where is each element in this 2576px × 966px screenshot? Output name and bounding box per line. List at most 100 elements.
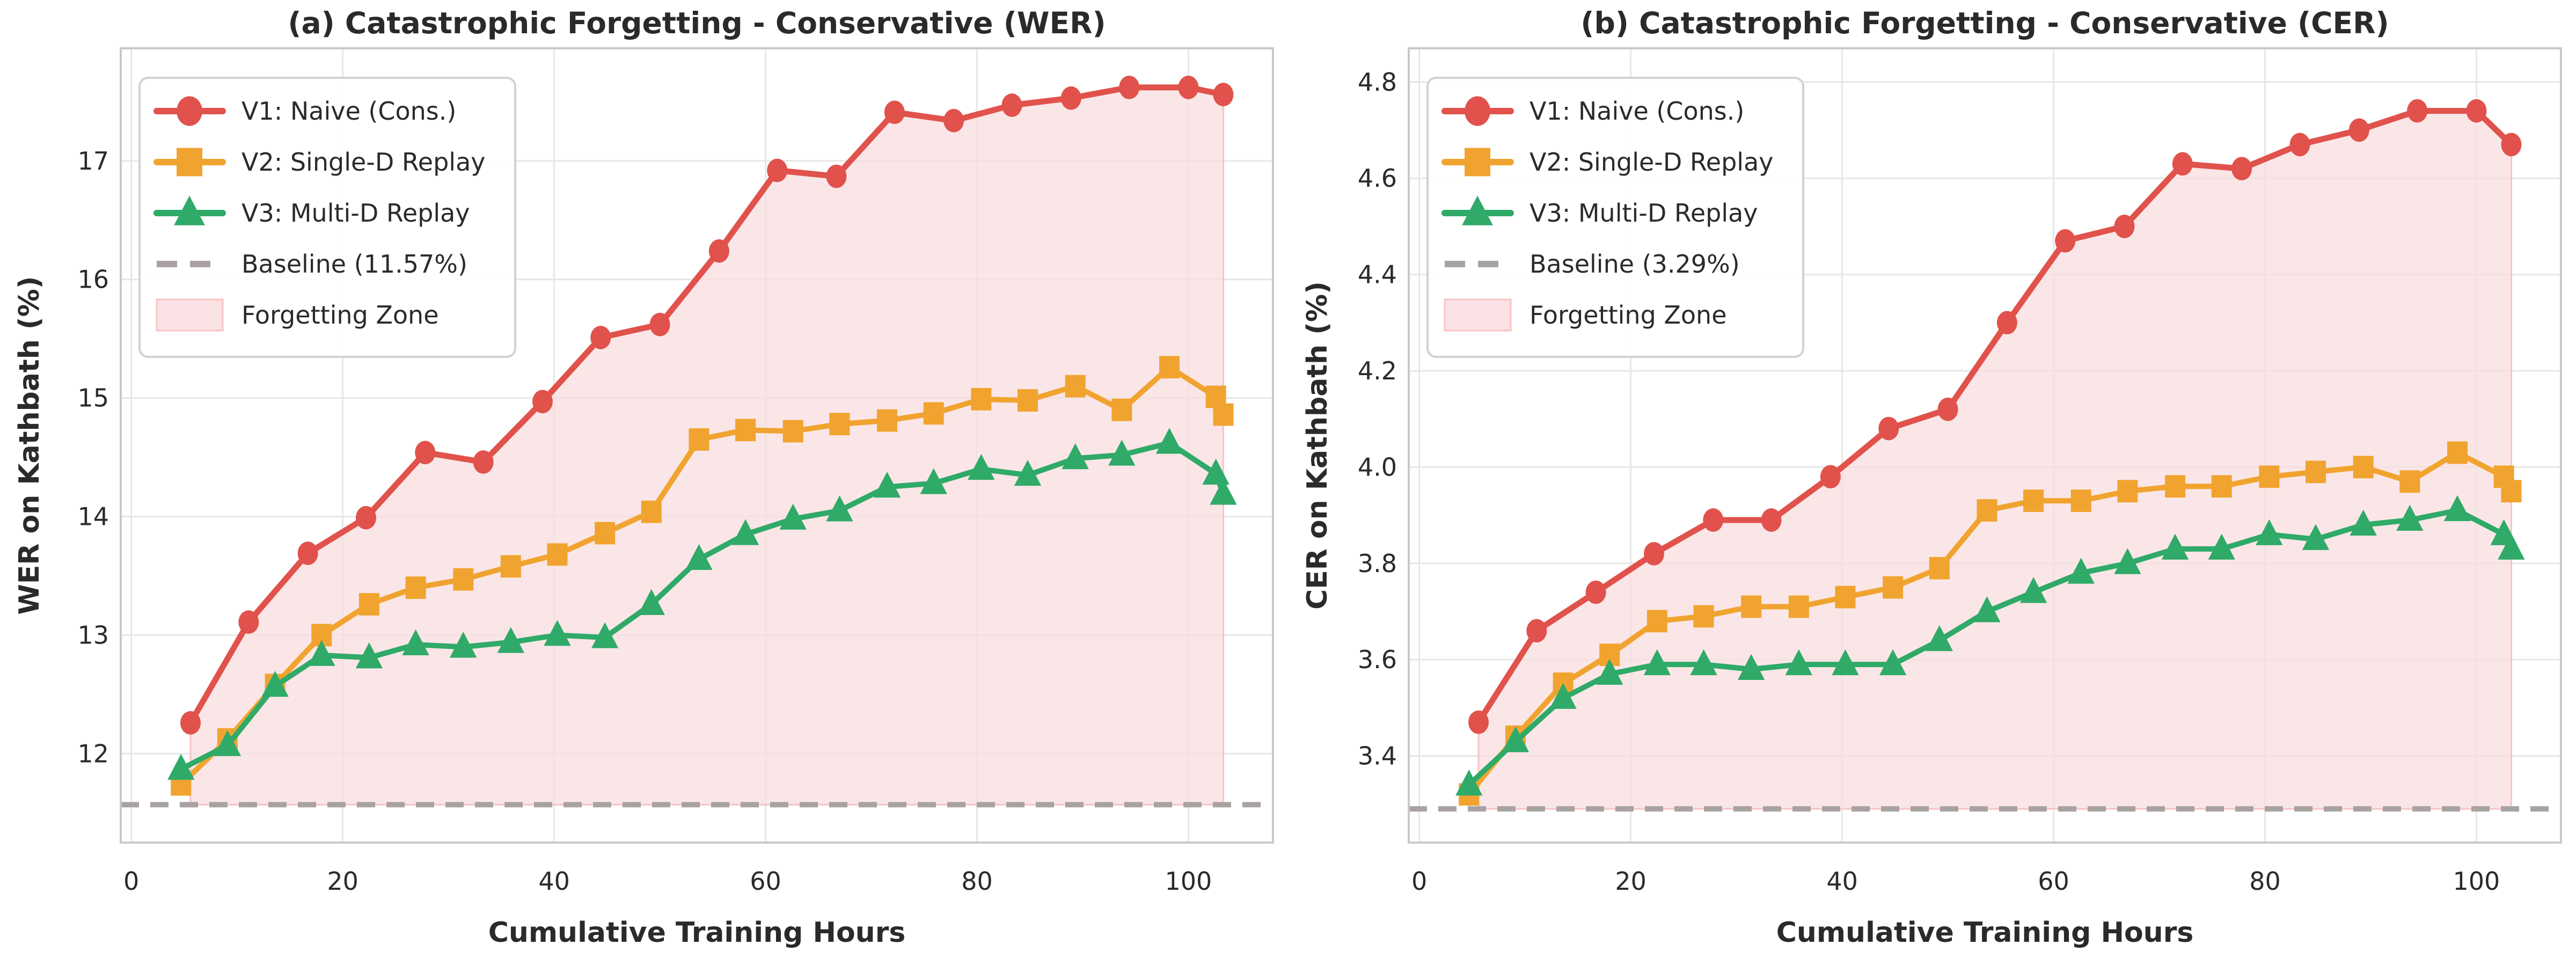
data-point-marker (2399, 470, 2420, 493)
legend-entry: V3: Multi-D Replay (1441, 195, 1758, 228)
data-point-marker (2259, 465, 2280, 488)
y-tick-label: 4.6 (1358, 164, 1397, 193)
data-point-marker (2114, 548, 2141, 574)
x-tick-label: 80 (961, 867, 993, 896)
data-point-marker (2055, 229, 2076, 253)
data-point-marker (943, 108, 964, 133)
data-point-marker (2302, 524, 2330, 550)
data-point-marker (2019, 577, 2047, 603)
data-point-marker (884, 100, 905, 125)
legend-entry: V1: Naive (Cons.) (1441, 96, 1744, 126)
data-point-marker (1210, 479, 1237, 505)
y-tick-label: 17 (77, 147, 109, 175)
data-point-marker (1878, 416, 1899, 441)
y-tick-label: 3.6 (1358, 645, 1397, 674)
legend-entry: Forgetting Zone (1444, 298, 1727, 332)
data-point-marker (1690, 649, 1717, 676)
data-point-marker (1643, 541, 1664, 566)
x-tick-label: 40 (1826, 867, 1858, 896)
series-triangle (167, 428, 1237, 780)
data-point-marker (355, 506, 376, 530)
legend: V1: Naive (Cons.) V2: Single-D Replay V3: … (138, 77, 516, 358)
y-tick-label: 4.0 (1358, 452, 1397, 481)
data-point-marker (649, 312, 670, 336)
data-point-marker (1761, 508, 1782, 532)
data-point-marker (449, 632, 477, 658)
data-point-marker (2161, 533, 2189, 560)
data-point-marker (238, 610, 259, 634)
legend-square-marker (177, 148, 202, 177)
data-point-marker (1703, 508, 1724, 532)
legend-triangle-marker (1462, 195, 1493, 225)
data-point-marker (1737, 654, 1765, 680)
wer-chart-svg: 0 20 40 60 80 100 12 13 14 15 16 17 Cumulative Train… (13, 6, 1274, 949)
data-point-marker (1468, 710, 1489, 734)
data-point-marker (767, 158, 788, 182)
data-point-marker (641, 500, 662, 523)
data-point-marker (1502, 726, 1529, 752)
data-point-marker (689, 428, 709, 451)
data-point-marker (731, 519, 759, 545)
data-point-marker (1832, 649, 1859, 676)
legend-label: V1: Naive (Cons.) (1529, 97, 1744, 126)
series-circle (180, 76, 1234, 735)
data-point-marker (1119, 76, 1140, 99)
cer-chart-svg: 0 20 40 60 80 100 3.4 3.6 3.8 4.0 4.2 4.4 4.6 4.8 Cumu… (1288, 0, 2576, 966)
data-point-marker (1155, 428, 1183, 454)
legend-label: Baseline (3.29%) (1529, 250, 1740, 279)
data-point-marker (1820, 465, 1841, 489)
data-point-marker (923, 402, 944, 425)
series-circle (1468, 99, 2522, 734)
series-line (178, 440, 1226, 772)
data-point-marker (782, 420, 803, 443)
x-tick-label: 100 (1165, 867, 1212, 896)
series-triangle (1455, 495, 2525, 796)
data-point-marker (2070, 489, 2091, 513)
data-point-marker (1596, 658, 1623, 685)
x-axis-label: Cumulative Training Hours (1776, 917, 2194, 949)
legend-entry: Baseline (3.29%) (1445, 250, 1740, 279)
data-point-marker (1585, 580, 1606, 604)
data-point-marker (1996, 311, 2017, 335)
y-tick-label: 4.8 (1358, 68, 1397, 97)
data-point-marker (1159, 356, 1180, 379)
legend-box (1426, 77, 1804, 358)
data-point-marker (2289, 133, 2310, 157)
data-point-marker (2350, 509, 2377, 536)
subplot-cer: 0 20 40 60 80 100 3.4 3.6 3.8 4.0 4.2 4.4 4.6 4.8 Cumu… (1288, 0, 2576, 966)
data-point-marker (1926, 625, 1953, 652)
legend: V1: Naive (Cons.) V2: Single-D Replay V3: … (1426, 77, 1804, 358)
legend-label: V2: Single-D Replay (1529, 148, 1774, 177)
subplot-wer: 0 20 40 60 80 100 12 13 14 15 16 17 Cumulative Train… (13, 6, 1274, 949)
data-point-marker (497, 627, 525, 653)
data-point-marker (2114, 215, 2135, 238)
y-axis-label: WER on Kathbath (%) (13, 276, 46, 614)
legend-label: V2: Single-D Replay (241, 148, 486, 177)
y-tick-label: 14 (77, 502, 109, 531)
data-point-marker (453, 568, 474, 591)
data-point-marker (920, 468, 947, 494)
data-point-marker (1741, 595, 1762, 618)
data-point-marker (2443, 495, 2471, 522)
x-tick-label: 40 (538, 867, 570, 896)
data-point-marker (2501, 480, 2522, 503)
data-point-marker (1879, 649, 1907, 676)
data-point-marker (1929, 557, 1950, 580)
data-point-marker (1213, 83, 1234, 106)
data-point-marker (1693, 605, 1714, 628)
data-point-marker (1455, 770, 1483, 796)
data-point-marker (1213, 403, 1234, 426)
data-point-marker (779, 503, 807, 530)
data-point-marker (826, 164, 847, 188)
axes-spines (1408, 47, 2562, 844)
x-tick-label: 20 (1615, 867, 1646, 896)
y-tick-label: 3.4 (1358, 742, 1397, 771)
data-point-marker (180, 711, 201, 735)
data-point-marker (2231, 157, 2252, 181)
x-tick-label: 0 (123, 867, 139, 896)
y-tick-label: 4.4 (1358, 260, 1397, 289)
data-point-marker (1883, 576, 1904, 599)
legend-entry: V2: Single-D Replay (153, 148, 486, 177)
data-point-marker (1014, 459, 1042, 486)
